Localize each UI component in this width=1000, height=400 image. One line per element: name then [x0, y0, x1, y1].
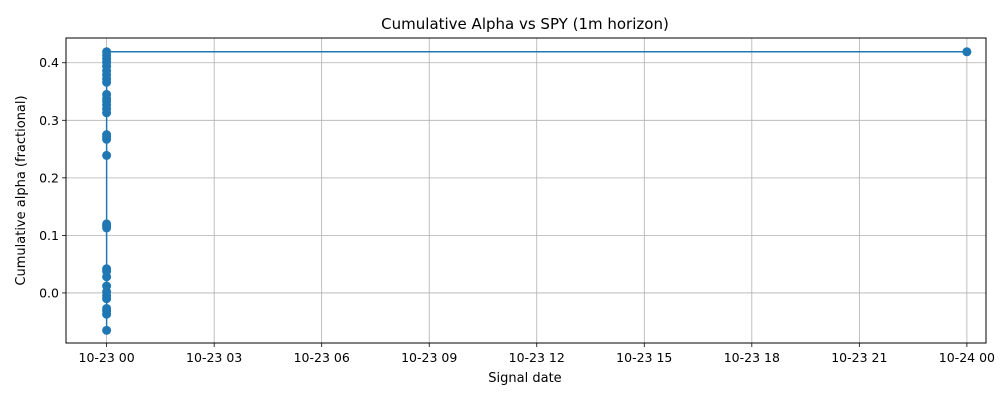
- data-point: [102, 264, 112, 274]
- x-tick-label: 10-23 12: [509, 350, 565, 365]
- y-axis-label: Cumulative alpha (fractional): [14, 95, 29, 285]
- x-tick-label: 10-23 18: [724, 350, 780, 365]
- x-tick-label: 10-23 09: [401, 350, 457, 365]
- chart-title: Cumulative Alpha vs SPY (1m horizon): [381, 15, 669, 33]
- grid: [66, 38, 986, 343]
- y-tick-label: 0.1: [39, 228, 59, 243]
- plot-frame: [65, 37, 987, 344]
- y-tick-label: 0.4: [39, 55, 59, 70]
- y-axis: 0.0 0.1 0.2 0.3 0.4: [39, 55, 66, 300]
- y-tick-label: 0.2: [39, 170, 59, 185]
- y-tick-label: 0.0: [39, 285, 59, 300]
- x-tick-label: 10-23 15: [616, 350, 672, 365]
- data-point: [102, 219, 112, 229]
- data-point: [102, 150, 112, 160]
- x-tick-label: 10-23 00: [79, 350, 135, 365]
- data-point: [102, 89, 112, 99]
- data-point: [102, 130, 112, 140]
- data-point: [102, 325, 112, 335]
- data-point: [102, 47, 112, 57]
- data-point: [102, 303, 112, 313]
- x-tick-label: 10-23 21: [831, 350, 887, 365]
- x-tick-label: 10-23 03: [186, 350, 242, 365]
- x-axis-label: Signal date: [488, 371, 561, 386]
- x-tick-label: 10-23 06: [294, 350, 350, 365]
- data-point: [102, 281, 112, 291]
- series-points: [102, 47, 972, 335]
- x-axis: 10-23 00 10-23 03 10-23 06 10-23 09 10-23 12…: [79, 343, 995, 365]
- data-point: [962, 47, 972, 57]
- x-tick-label: 10-24 00: [939, 350, 995, 365]
- y-tick-label: 0.3: [39, 113, 59, 128]
